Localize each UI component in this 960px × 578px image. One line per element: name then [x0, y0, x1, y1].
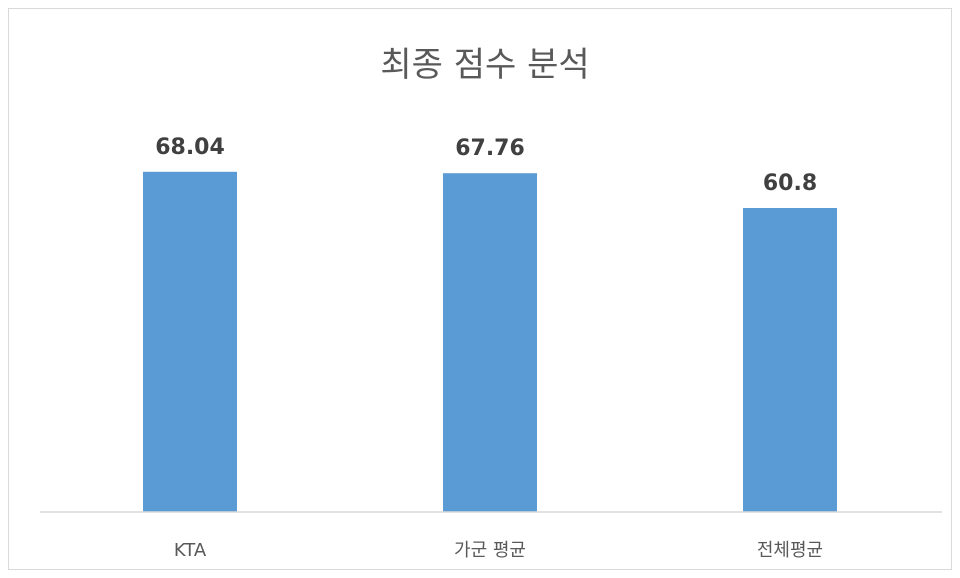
category-label-3: 전체평균 [757, 540, 823, 561]
value-label-1: 68.04 [155, 135, 225, 160]
category-label-1: KTA [174, 540, 207, 561]
bars-layer [143, 171, 837, 513]
bar-1 [143, 171, 237, 513]
value-label-3: 60.8 [763, 171, 817, 196]
value-labels-layer: 68.04 67.76 60.8 [155, 135, 817, 196]
bar-3 [743, 208, 837, 512]
category-label-2: 가군 평균 [454, 540, 526, 561]
category-labels-layer: KTA 가군 평균 전체평균 [174, 540, 823, 561]
chart-title: 최종 점수 분석 [380, 45, 589, 85]
value-label-2: 67.76 [455, 136, 525, 161]
bar-2 [443, 173, 537, 512]
